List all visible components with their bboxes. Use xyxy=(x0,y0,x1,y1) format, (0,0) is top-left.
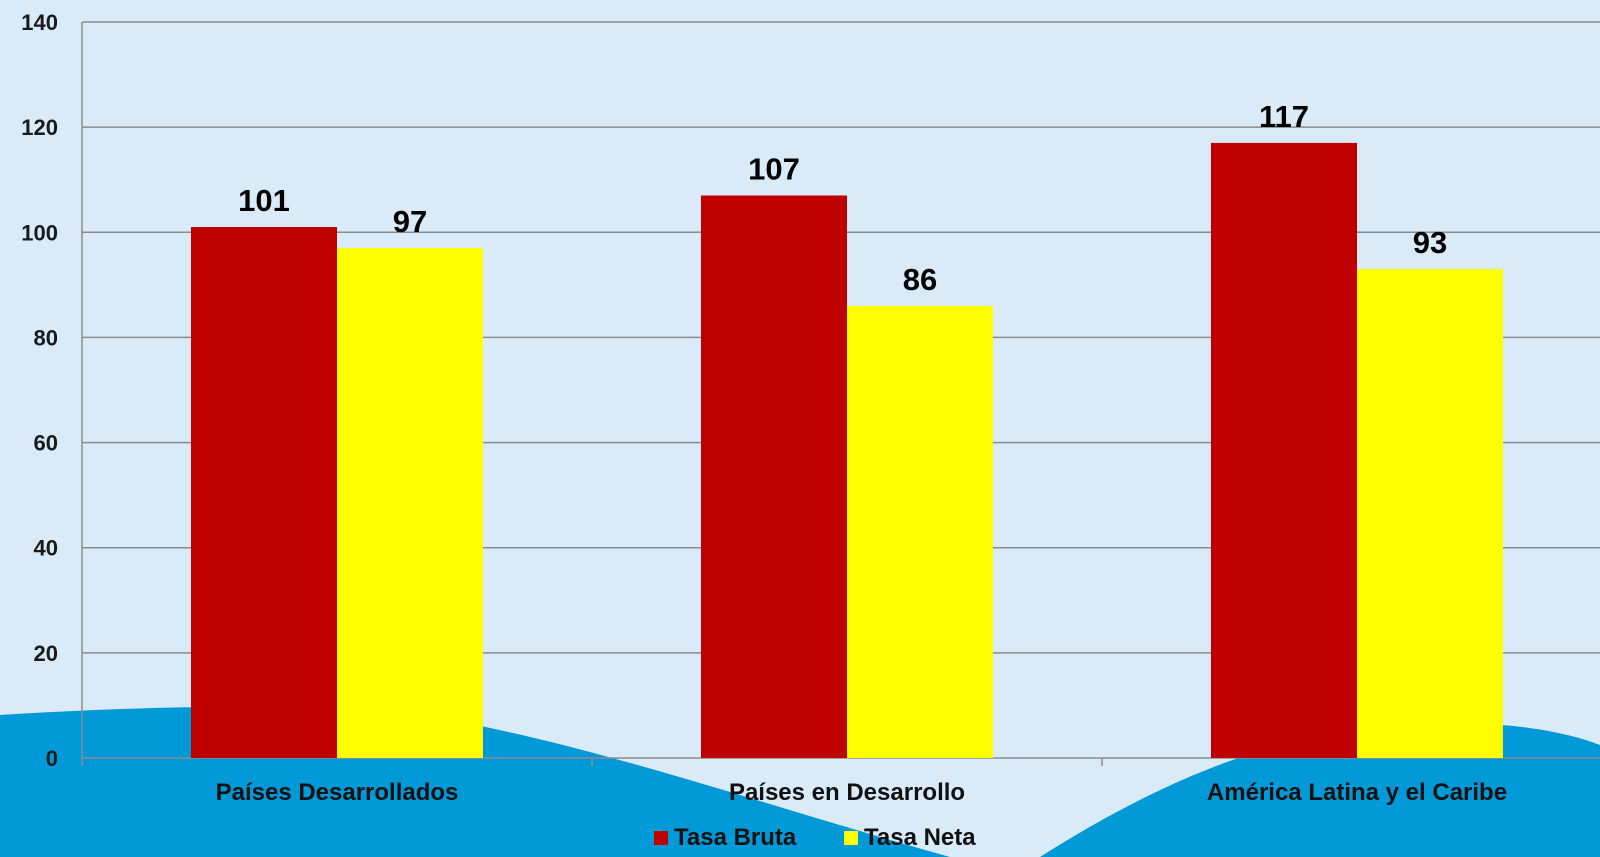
bar xyxy=(1357,269,1503,758)
x-category-label: América Latina y el Caribe xyxy=(1207,779,1507,806)
bar xyxy=(1211,142,1357,758)
y-tick-label: 0 xyxy=(46,746,58,771)
y-tick-label: 60 xyxy=(34,431,58,456)
legend-label: Tasa Neta xyxy=(864,824,976,851)
data-label: 107 xyxy=(748,151,800,186)
legend-label: Tasa Bruta xyxy=(674,824,797,851)
data-labels: 101 97 107 86 117 93 xyxy=(238,99,1447,297)
bar xyxy=(701,195,847,758)
legend-swatch xyxy=(844,831,858,845)
bar xyxy=(337,248,483,759)
data-label: 101 xyxy=(238,183,290,218)
x-category-label: Países Desarrollados xyxy=(216,779,459,806)
legend-swatch xyxy=(654,831,668,845)
data-label: 93 xyxy=(1413,225,1447,260)
y-tick-label: 140 xyxy=(21,10,58,35)
data-label: 97 xyxy=(393,204,427,239)
x-category-label: Países en Desarrollo xyxy=(729,779,965,806)
y-tick-label: 40 xyxy=(34,536,58,561)
data-label: 86 xyxy=(903,262,937,297)
y-tick-label: 80 xyxy=(34,325,58,350)
legend: Tasa Bruta Tasa Neta xyxy=(654,824,976,851)
y-tick-label: 20 xyxy=(34,641,58,666)
bar xyxy=(191,227,337,758)
y-tick-label: 100 xyxy=(21,220,58,245)
bar xyxy=(847,305,993,758)
bars xyxy=(191,142,1503,759)
data-label: 117 xyxy=(1259,99,1309,134)
y-tick-label: 120 xyxy=(21,115,58,140)
